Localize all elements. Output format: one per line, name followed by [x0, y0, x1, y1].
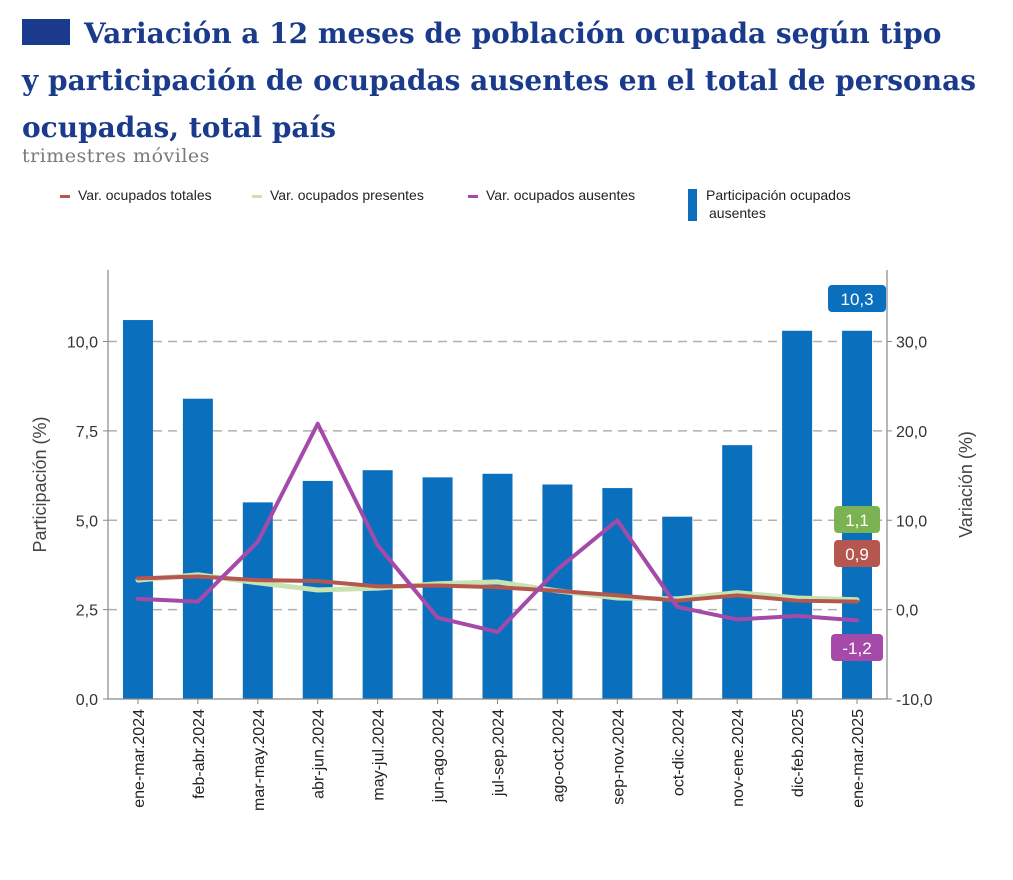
y-tick-label: 0,0: [76, 692, 98, 709]
y2-tick-label: -10,0: [896, 692, 933, 709]
bar: [122, 320, 153, 699]
chart-title: Variación a 12 meses de población ocupad…: [22, 10, 997, 151]
x-tick-label: dic-feb.2025: [790, 709, 807, 797]
legend-label-ausentes: Var. ocupados ausentes: [486, 187, 636, 203]
y2-tick-label: 30,0: [896, 335, 927, 352]
x-tick-label: ene-mar.2024: [131, 709, 148, 808]
title-line-2: y participación de ocupadas ausentes en …: [22, 64, 976, 97]
end-label-presentes-box: [834, 506, 881, 533]
x-tick-label: feb-abr.2024: [191, 709, 208, 799]
end-label-presentes-text: 1,1: [845, 511, 869, 530]
series-line-totales: [135, 574, 860, 604]
title-line-1: Variación a 12 meses de población ocupad…: [22, 10, 997, 57]
x-tick-label: jun-ago.2024: [431, 709, 448, 804]
x-tick-label: mar-may.2024: [251, 709, 268, 811]
x-tick-label: jul-sep.2024: [491, 709, 508, 797]
end-label-totales-text: 0,9: [845, 545, 869, 564]
y-tick-label: 7,5: [76, 424, 98, 441]
x-tick-label: abr-jun.2024: [311, 709, 328, 799]
legend-label-presentes: Var. ocupados presentes: [270, 187, 424, 203]
x-tick-label: ago-oct.2024: [550, 709, 567, 803]
end-label-totales-box: [834, 540, 881, 567]
x-tick-label: nov-ene.2024: [730, 709, 747, 807]
title-line-1-text: Variación a 12 meses de población ocupad…: [84, 17, 942, 50]
legend-swatch-totales: [60, 195, 70, 198]
title-line-3: ocupadas, total país: [22, 111, 336, 144]
x-tick-label: sep-nov.2024: [610, 709, 627, 805]
legend-label-participacion: Participación ocupados ausentes: [706, 186, 851, 222]
legend-label-totales: Var. ocupados totales: [78, 187, 212, 203]
legend-swatch-ausentes: [468, 195, 478, 198]
y2-tick-label: 20,0: [896, 424, 927, 441]
end-label-participacion-text: 10,3: [840, 290, 873, 309]
legend-swatch-participacion: [688, 189, 697, 221]
end-label-ausentes-box: [831, 634, 884, 661]
x-tick-label: oct-dic.2024: [670, 709, 687, 796]
y-axis-title: Participación (%): [30, 416, 50, 552]
chart-subtitle: trimestres móviles: [22, 145, 210, 167]
y2-tick-label: 10,0: [896, 513, 927, 530]
y2-axis-title: Variación (%): [956, 431, 976, 538]
legend-swatch-presentes: [252, 195, 262, 198]
y-tick-label: 2,5: [76, 603, 98, 620]
bar: [182, 398, 213, 699]
title-marker-icon: [22, 19, 70, 45]
bar: [422, 477, 453, 699]
bar: [782, 330, 813, 699]
y2-tick-label: 0,0: [896, 603, 918, 620]
end-label-ausentes-text: -1,2: [842, 639, 871, 658]
legend-label-participacion-line2: ausentes: [709, 205, 766, 221]
bar: [242, 502, 273, 699]
bar: [722, 445, 753, 699]
y-tick-label: 10,0: [67, 335, 98, 352]
legend-label-participacion-line1: Participación ocupados: [706, 187, 851, 203]
series-line-ausentes: [135, 421, 860, 634]
x-tick-label: may-jul.2024: [371, 709, 388, 801]
y-tick-label: 5,0: [76, 513, 98, 530]
x-tick-label: ene-mar.2025: [850, 709, 867, 808]
end-label-participacion-box: [828, 285, 887, 312]
series-line-presentes: [135, 572, 860, 603]
